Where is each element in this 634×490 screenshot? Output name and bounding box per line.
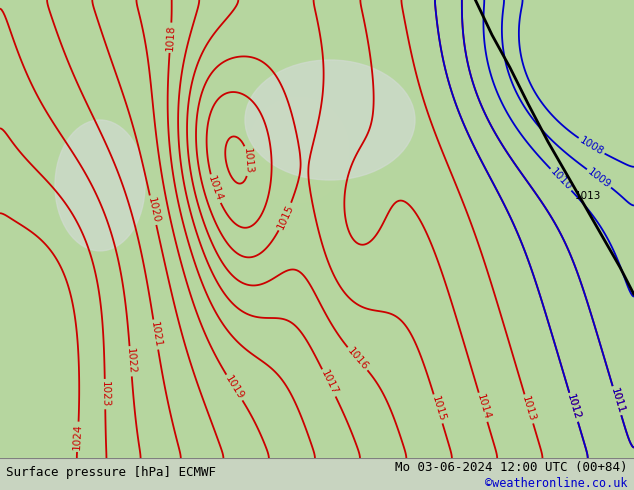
Text: 1013: 1013 (575, 192, 602, 201)
Text: 1011: 1011 (609, 387, 626, 415)
Ellipse shape (55, 120, 145, 251)
Text: 1008: 1008 (578, 135, 605, 157)
Text: 1018: 1018 (165, 24, 176, 51)
Text: 1021: 1021 (149, 321, 163, 348)
Text: 1020: 1020 (145, 196, 161, 224)
Text: 1013: 1013 (242, 147, 254, 174)
Text: 1017: 1017 (318, 369, 339, 397)
Text: 1022: 1022 (125, 348, 137, 375)
Text: 1015: 1015 (275, 203, 295, 231)
Text: 1016: 1016 (345, 345, 370, 372)
Text: Mo 03-06-2024 12:00 UTC (00+84): Mo 03-06-2024 12:00 UTC (00+84) (395, 461, 628, 474)
Text: 1024: 1024 (72, 423, 84, 450)
Text: 1009: 1009 (586, 167, 612, 190)
Text: 1012: 1012 (565, 393, 582, 421)
Text: 1014: 1014 (206, 175, 224, 203)
Text: 1011: 1011 (609, 387, 626, 415)
Text: Surface pressure [hPa] ECMWF: Surface pressure [hPa] ECMWF (6, 466, 216, 479)
Text: 1019: 1019 (223, 374, 245, 401)
Text: ©weatheronline.co.uk: ©weatheronline.co.uk (485, 477, 628, 490)
Ellipse shape (245, 60, 415, 180)
Text: 1014: 1014 (474, 393, 491, 421)
Text: 1023: 1023 (100, 381, 110, 407)
Text: 1012: 1012 (565, 393, 582, 421)
Text: 1015: 1015 (429, 395, 447, 423)
Text: 1010: 1010 (548, 167, 574, 193)
Text: 1013: 1013 (521, 395, 538, 423)
